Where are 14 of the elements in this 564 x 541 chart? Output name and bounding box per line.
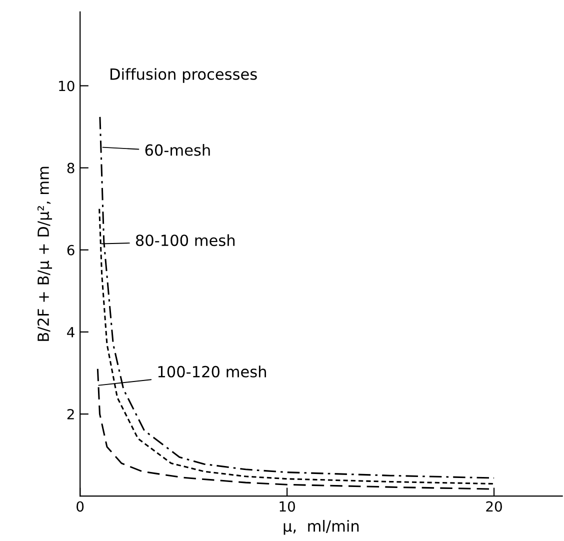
text: Diffusion processes: [110, 68, 257, 83]
y-axis-title: B/2F + B/μ + D/μ², mm: [37, 166, 52, 341]
annotation: 60-mesh: [145, 144, 210, 156]
y-tick-label: 4: [67, 327, 74, 338]
x-tick-label: 20: [486, 501, 502, 512]
x-tick-label: 0: [76, 501, 84, 512]
x-tick-label: 10: [280, 501, 295, 512]
annotation: 80-100 mesh: [136, 234, 235, 246]
y-tick-label: 10: [59, 80, 74, 92]
y-tick-label: 2: [67, 409, 74, 420]
y-tick-label: 8: [67, 162, 74, 174]
x-axis-title: μ, ml/min: [284, 520, 359, 535]
annotation: 100-120 mesh: [158, 366, 266, 378]
y-tick-label: 6: [67, 244, 74, 256]
